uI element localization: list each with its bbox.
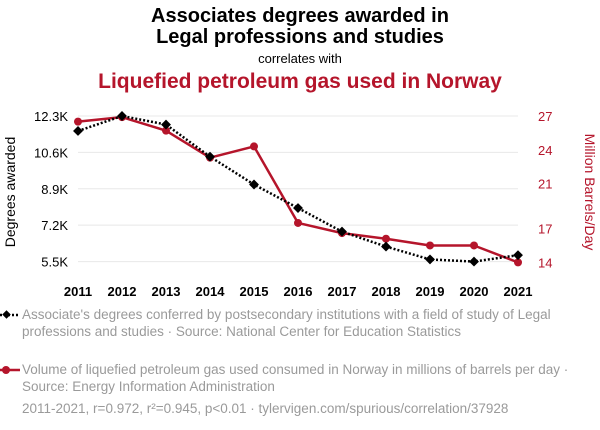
gridlines bbox=[78, 115, 518, 263]
point-lpg bbox=[294, 218, 302, 227]
x-tick-label: 2011 bbox=[64, 284, 92, 299]
point-lpg bbox=[426, 241, 434, 250]
series-line-degrees bbox=[77, 114, 519, 263]
x-tick-label: 2017 bbox=[328, 284, 357, 299]
legend-label-degrees: Associate's degrees conferred by postsec… bbox=[22, 307, 551, 339]
x-tick-label: 2020 bbox=[460, 284, 489, 299]
left-axis: 5.5K 7.2K 8.9K 10.6K 12.3K bbox=[34, 109, 68, 270]
x-tick-label: 2019 bbox=[416, 284, 445, 299]
x-tick-label: 2016 bbox=[284, 284, 313, 299]
x-axis: 2011 2012 2013 2014 2015 2016 2017 2018 2019 2020… bbox=[64, 284, 533, 299]
right-tick-label: 17 bbox=[538, 222, 552, 237]
point-degrees bbox=[73, 126, 83, 136]
point-lpg bbox=[514, 258, 522, 267]
x-tick-label: 2013 bbox=[152, 284, 181, 299]
point-lpg bbox=[74, 117, 82, 126]
x-tick-label: 2014 bbox=[196, 284, 226, 299]
left-tick-label: 5.5K bbox=[41, 255, 68, 270]
point-degrees bbox=[117, 111, 127, 121]
point-degrees bbox=[513, 250, 523, 261]
legend-item-degrees: Associate's degrees conferred by postsec… bbox=[0, 306, 582, 340]
chart-subtitle: Liquefied petroleum gas used in Norway bbox=[98, 70, 502, 93]
point-degrees bbox=[293, 203, 303, 214]
point-lpg bbox=[162, 126, 170, 135]
left-tick-label: 10.6K bbox=[34, 145, 68, 160]
point-degrees bbox=[469, 256, 479, 267]
left-axis-label: Degrees awarded bbox=[2, 137, 18, 248]
chart-footer: 2011-2021, r=0.972, r²=0.945, p<0.01 · t… bbox=[22, 401, 509, 416]
chart-title-line1: Associates degrees awarded in bbox=[151, 5, 449, 27]
left-tick-label: 8.9K bbox=[41, 182, 68, 197]
point-lpg bbox=[382, 234, 390, 243]
point-degrees bbox=[205, 151, 215, 162]
point-lpg bbox=[250, 142, 258, 151]
x-tick-label: 2015 bbox=[240, 284, 269, 299]
point-degrees bbox=[425, 254, 435, 265]
x-tick-label: 2021 bbox=[504, 284, 533, 299]
right-tick-label: 21 bbox=[538, 177, 552, 192]
legend-label-lpg: Volume of liquefied petroleum gas used c… bbox=[22, 362, 569, 394]
point-degrees bbox=[249, 179, 259, 190]
right-axis-label: Million Barrels/Day bbox=[582, 134, 598, 251]
legend-swatch-degrees bbox=[0, 310, 20, 319]
left-tick-label: 7.2K bbox=[41, 218, 68, 233]
x-tick-label: 2012 bbox=[108, 284, 137, 299]
point-degrees bbox=[381, 241, 391, 252]
legend-swatch-lpg bbox=[0, 366, 20, 374]
right-tick-label: 27 bbox=[538, 109, 552, 124]
legend-item-lpg: Volume of liquefied petroleum gas used c… bbox=[0, 361, 582, 395]
series-line-lpg bbox=[77, 115, 519, 264]
right-tick-label: 24 bbox=[538, 143, 552, 158]
x-tick-label: 2018 bbox=[372, 284, 401, 299]
right-axis: 14 17 21 24 27 bbox=[538, 109, 552, 270]
chart-title-line2: Legal professions and studies bbox=[156, 26, 444, 48]
point-lpg bbox=[470, 241, 478, 250]
correlates-label: correlates with bbox=[258, 51, 342, 66]
point-degrees bbox=[161, 119, 171, 130]
series-markers bbox=[73, 111, 523, 267]
right-tick-label: 14 bbox=[538, 255, 552, 270]
left-tick-label: 12.3K bbox=[34, 109, 68, 124]
point-degrees bbox=[337, 226, 347, 237]
